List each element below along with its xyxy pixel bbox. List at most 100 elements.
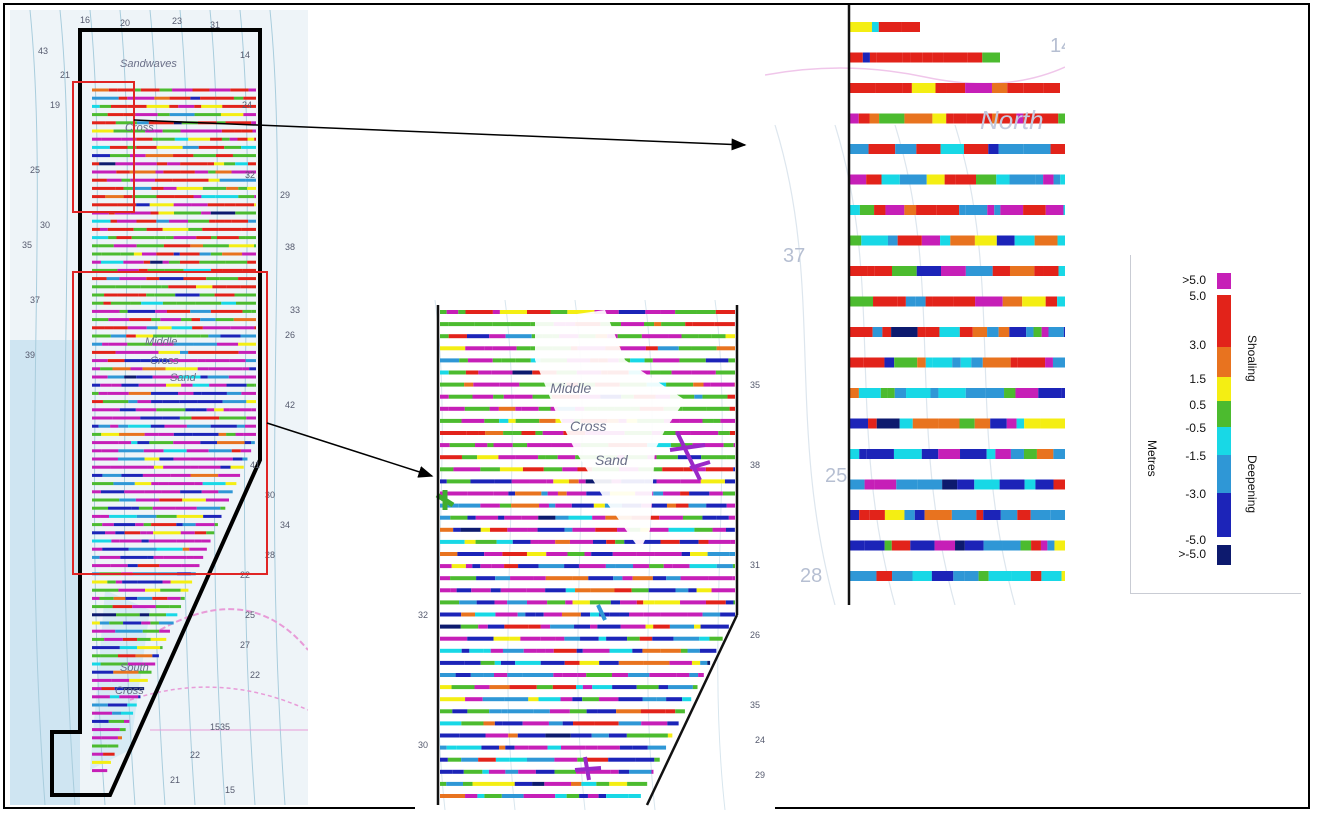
overview-depth-sounding: 33 [290,305,301,315]
overview-survey-line [92,662,156,666]
overview-depth-sounding: 34 [280,520,291,530]
middle-survey-line [440,624,729,629]
middle-survey-line [440,781,648,786]
legend-color-band [1217,427,1231,455]
overview-depth-sounding: 29 [280,190,291,200]
overview-survey-line [92,465,244,469]
middle-survey-line [440,527,735,532]
overview-depth-sounding: 15 [225,785,236,795]
overview-chart-arc [129,686,308,711]
overview-survey-line [92,580,193,584]
middle-depth-sounding: 30 [418,740,429,750]
overview-survey-line [92,104,256,108]
depth-change-legend: >5.0 5.0 3.0 1.5 0.5 -0.5 -1.5 -3.0 -5.0… [1130,255,1301,594]
overview-survey-line [92,170,256,174]
overview-survey-line [92,293,256,297]
middle-survey-line [440,648,717,653]
overview-survey-line [92,277,256,281]
right-survey-line [850,479,1065,490]
overview-depth-sounding: 22 [240,570,251,580]
legend-tick-1-5: 1.5 [1189,372,1206,386]
overview-survey-line [92,736,122,740]
overview-survey-line [92,687,145,691]
middle-survey-line [440,709,685,714]
middle-depth-sounding: 29 [755,770,766,780]
overview-survey-line [92,268,256,272]
right-chart-pink-line [765,66,1065,85]
overview-survey-line [92,186,256,190]
overview-depth-sounding: 19 [50,100,61,110]
right-survey-line [850,266,1065,276]
overview-depth-sounding: 32 [245,170,256,180]
overview-survey-line [92,195,256,199]
overview-depth-sounding: 35 [22,240,33,250]
legend-color-band [1217,347,1231,377]
overview-depth-sounding: 41 [250,460,261,470]
overview-label-middle: Middle [145,336,178,348]
right-depth-sounding: 14 [1050,35,1065,57]
right-survey-line [850,83,1060,93]
middle-survey-line [440,515,735,520]
overview-depth-sounding: 38 [285,242,296,252]
middle-survey-line [440,564,735,569]
overview-survey-line [92,432,256,436]
overview-survey-line [92,260,256,264]
overview-survey-line [92,424,256,428]
middle-survey-line [440,660,711,665]
overview-depth-sounding: 37 [30,295,41,305]
overview-depth-sounding: 27 [240,640,251,650]
middle-feature-cross [574,756,602,781]
middle-depth-sounding: 26 [750,630,761,640]
right-survey-line [850,174,1065,185]
right-survey-line [850,235,1065,246]
overview-survey-line [92,449,252,453]
overview-survey-line [92,637,167,641]
overview-survey-line [92,695,141,699]
overview-shallow-water-west [10,340,80,805]
middle-zoom-panel: Middle Cross Sand 35 38 31 32 26 35 24 29 30 [415,300,775,810]
middle-survey-line [440,769,654,774]
overview-survey-line [92,605,182,609]
overview-depth-sounding: 14 [240,50,251,60]
overview-survey-line [92,621,174,625]
right-survey-line [850,418,1065,429]
right-survey-line [850,357,1065,368]
middle-survey-line [440,697,692,702]
middle-survey-line [440,745,667,750]
right-survey-line [850,205,1065,215]
legend-tick-5: 5.0 [1189,289,1206,303]
legend-color-bar [1217,273,1231,565]
middle-survey-line [440,721,679,726]
overview-survey-line [92,408,256,412]
right-survey-line [850,113,1065,124]
right-label-north: North [980,105,1044,135]
overview-survey-line [92,391,256,395]
overview-depth-sounding: 24 [242,100,253,110]
legend-color-band [1217,377,1231,401]
middle-depth-sounding: 24 [755,735,766,745]
overview-survey-line [92,728,126,732]
middle-survey-line [440,576,735,581]
overview-survey-line [92,703,137,707]
overview-survey-line [92,227,256,231]
middle-boundary-diagonal [645,614,739,806]
middle-label-middle: Middle [550,380,592,396]
overview-depth-sounding: 1535 [210,722,231,732]
overview-survey-line [92,96,256,100]
overview-depth-sounding: 25 [30,165,41,175]
overview-survey-line [92,113,256,117]
overview-survey-line [92,744,119,748]
middle-survey-line [440,794,641,798]
overview-contour-line [269,10,286,805]
overview-contour-line [29,10,46,805]
legend-color-band [1217,295,1231,347]
middle-survey-line [440,552,735,556]
right-survey-line [850,296,1065,307]
overview-depth-sounding: 31 [210,20,221,30]
right-depth-sounding: 25 [825,465,848,487]
middle-survey-line [440,503,735,508]
legend-tick-gt5: >5.0 [1182,273,1206,287]
right-depth-sounding: 37 [783,245,806,267]
overview-survey-line [92,309,256,313]
overview-survey-line [92,441,255,445]
